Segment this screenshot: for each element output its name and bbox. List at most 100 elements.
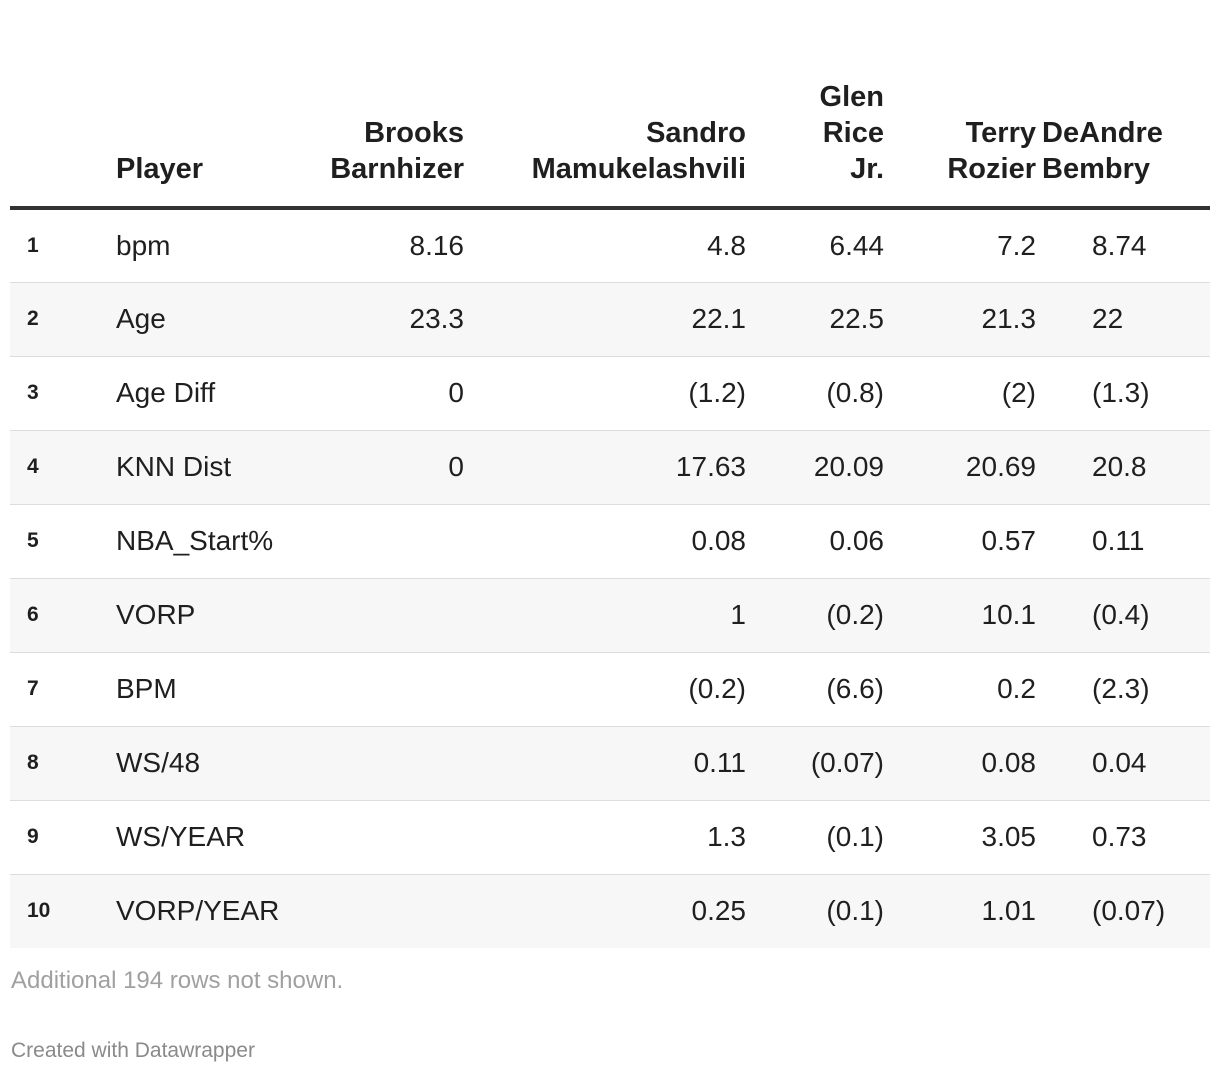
header-line: Mamukelashvili: [531, 153, 746, 185]
table-cell: (2): [884, 356, 1036, 431]
table-cell: 4.8: [464, 208, 746, 283]
table-row: 6 VORP 1 (0.2) 10.1 (0.4): [10, 578, 1210, 653]
row-index: 5: [10, 504, 90, 579]
table-cell: 20.09: [746, 430, 884, 505]
table-header-row: Player Brooks Barnhizer Sandro Mamukelashvil…: [10, 0, 1210, 210]
row-metric-label: KNN Dist: [90, 430, 290, 505]
table-row: 5 NBA_Start% 0.08 0.06 0.57 0.11: [10, 504, 1210, 579]
table-cell: (0.2): [746, 578, 884, 653]
table-row: 1 bpm 8.16 4.8 6.44 7.2 8.74: [10, 208, 1210, 283]
header-line: Bembry: [1042, 153, 1150, 185]
table-cell: 6.44: [746, 208, 884, 283]
header-line: Barnhizer: [330, 153, 464, 185]
table-cell: 10.1: [884, 578, 1036, 653]
header-index: [10, 0, 90, 210]
header-column-glen-rice-jr: Glen Rice Jr.: [746, 0, 884, 210]
header-column-brooks-barnhizer: Brooks Barnhizer: [290, 0, 464, 210]
header-line: DeAndre: [1042, 117, 1163, 149]
row-metric-label: bpm: [90, 208, 290, 283]
header-line: Sandro: [646, 117, 746, 149]
table-cell: 0.08: [884, 726, 1036, 801]
table-cell: 22.5: [746, 282, 884, 357]
header-player: Player: [90, 0, 290, 210]
table-cell: (0.2): [464, 652, 746, 727]
table-body: 1 bpm 8.16 4.8 6.44 7.2 8.74 2 Age 23.3 22.1 22.5 21…: [10, 208, 1210, 948]
table-cell: (0.8): [746, 356, 884, 431]
header-line: Jr.: [850, 153, 884, 185]
table-cell: 20.8: [1036, 430, 1210, 505]
table-row: 2 Age 23.3 22.1 22.5 21.3 22: [10, 282, 1210, 357]
row-metric-label: Age: [90, 282, 290, 357]
table-cell: 0.04: [1036, 726, 1210, 801]
table-row: 3 Age Diff 0 (1.2) (0.8) (2) (1.3): [10, 356, 1210, 431]
table-row: 7 BPM (0.2) (6.6) 0.2 (2.3): [10, 652, 1210, 727]
table-row: 4 KNN Dist 0 17.63 20.09 20.69 20.8: [10, 430, 1210, 505]
row-metric-label: VORP: [90, 578, 290, 653]
row-index: 7: [10, 652, 90, 727]
header-line: Brooks: [364, 117, 464, 149]
row-index: 8: [10, 726, 90, 801]
table-cell: (0.07): [746, 726, 884, 801]
header-column-terry-rozier: Terry Rozier: [884, 0, 1036, 210]
table-cell: 21.3: [884, 282, 1036, 357]
table-row: 10 VORP/YEAR 0.25 (0.1) 1.01 (0.07): [10, 874, 1210, 948]
table-cell: (1.3): [1036, 356, 1210, 431]
table-cell: 0.2: [884, 652, 1036, 727]
table-cell: 0.11: [464, 726, 746, 801]
table-container: Player Brooks Barnhizer Sandro Mamukelashvil…: [10, 0, 1210, 950]
table-cell: [290, 504, 464, 579]
row-index: 6: [10, 578, 90, 653]
row-metric-label: WS/48: [90, 726, 290, 801]
table-cell: 0.57: [884, 504, 1036, 579]
datawrapper-credit: Created with Datawrapper: [11, 1039, 255, 1062]
row-metric-label: WS/YEAR: [90, 800, 290, 875]
table-cell: 20.69: [884, 430, 1036, 505]
table-notes: Additional 194 rows not shown.: [11, 967, 344, 994]
table-cell: 1.01: [981, 895, 1037, 927]
row-index: 2: [10, 282, 90, 357]
row-index: 10: [27, 899, 51, 923]
table-cell: [290, 652, 464, 727]
table-cell: 1: [464, 578, 746, 653]
table-row: 9 WS/YEAR 1.3 (0.1) 3.05 0.73: [10, 800, 1210, 875]
table-cell: 3.05: [884, 800, 1036, 875]
row-metric-label: Age Diff: [90, 356, 290, 431]
header-line: Terry: [965, 117, 1036, 149]
table-cell: (6.6): [746, 652, 884, 727]
header-line: Player: [116, 153, 204, 185]
table-cell: 0.25: [691, 895, 747, 927]
table-cell: 0.11: [1036, 504, 1210, 579]
row-metric-label: BPM: [90, 652, 290, 727]
table-cell: 7.2: [884, 208, 1036, 283]
row-index: 9: [10, 800, 90, 875]
table-cell: 0: [290, 356, 464, 431]
table-cell: 1.3: [464, 800, 746, 875]
table-cell: (0.1): [746, 800, 884, 875]
table-cell: 0.73: [1036, 800, 1210, 875]
table-cell: (0.1): [826, 895, 884, 927]
table-cell: (0.07): [1092, 895, 1166, 927]
table-cell: (1.2): [464, 356, 746, 431]
row-metric-label: NBA_Start%: [90, 504, 290, 579]
table-cell: [290, 726, 464, 801]
header-line: Rozier: [947, 153, 1036, 185]
table-cell: 23.3: [290, 282, 464, 357]
row-index: 1: [10, 208, 90, 283]
table-cell: [290, 800, 464, 875]
row-index: 3: [10, 356, 90, 431]
header-column-sandro-mamukelashvili: Sandro Mamukelashvili: [464, 0, 746, 210]
header-line: Glen: [819, 81, 884, 113]
table-row: 8 WS/48 0.11 (0.07) 0.08 0.04: [10, 726, 1210, 801]
table-cell: 22: [1036, 282, 1210, 357]
table-cell: 0.08: [464, 504, 746, 579]
table-cell: (2.3): [1036, 652, 1210, 727]
table-cell: [290, 874, 464, 948]
table-cell: 0: [290, 430, 464, 505]
header-line: Rice: [822, 117, 884, 149]
table-cell: 17.63: [464, 430, 746, 505]
table-cell: 8.74: [1036, 208, 1210, 283]
header-column-deandre-bembry: DeAndre Bembry: [1036, 0, 1210, 210]
row-metric-label: VORP/YEAR: [116, 895, 280, 927]
table-cell: [290, 578, 464, 653]
table-cell: 0.06: [746, 504, 884, 579]
